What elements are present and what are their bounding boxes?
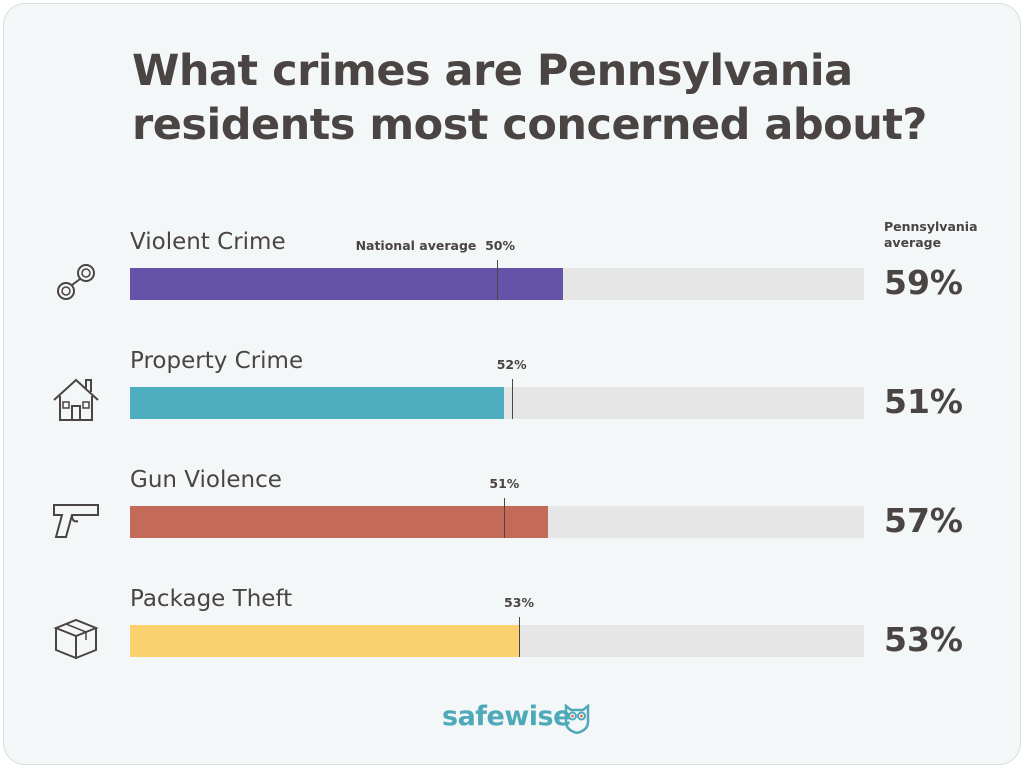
category-label: Property Crime (130, 348, 304, 374)
bar-track (130, 260, 864, 300)
handgun-icon (53, 504, 99, 538)
bar-violent-crime (130, 268, 564, 300)
national-average-marker (504, 498, 506, 538)
owl-logo-icon (564, 704, 590, 734)
pennsylvania-average-header: Pennsylvania average (884, 219, 978, 251)
bar-track (130, 617, 864, 657)
national-average-marker (511, 379, 513, 419)
infographic-card: What crimes are Pennsylvania residents m… (3, 3, 1021, 765)
category-label: Violent Crime (130, 229, 286, 255)
bar-property-crime (130, 387, 505, 419)
bar-track (130, 379, 864, 419)
safewise-logo: safewise (442, 701, 571, 732)
pennsylvania-value-label: 53% (884, 620, 963, 659)
bar-package-theft (130, 625, 520, 657)
house-icon (53, 378, 99, 421)
national-average-marker (519, 617, 521, 657)
category-label: Package Theft (130, 586, 293, 612)
pennsylvania-value-label: 57% (884, 501, 963, 540)
national-average-label: 53% (504, 595, 534, 610)
national-average-label: 51% (489, 476, 520, 491)
national-average-label: 52% (496, 357, 527, 372)
package-icon (53, 618, 99, 660)
bar-track (130, 498, 864, 538)
category-label: Gun Violence (130, 467, 282, 493)
national-average-marker (497, 260, 498, 300)
pennsylvania-value-label: 59% (884, 263, 963, 302)
handcuffs-icon (57, 264, 95, 300)
pa-header-line2: average (884, 235, 942, 250)
pa-header-line1: Pennsylvania (884, 219, 978, 234)
chart-title: What crimes are Pennsylvania residents m… (132, 46, 927, 150)
national-average-label: National average 50% (355, 238, 515, 253)
bar-gun-violence (130, 506, 549, 538)
pennsylvania-value-label: 51% (884, 382, 963, 421)
